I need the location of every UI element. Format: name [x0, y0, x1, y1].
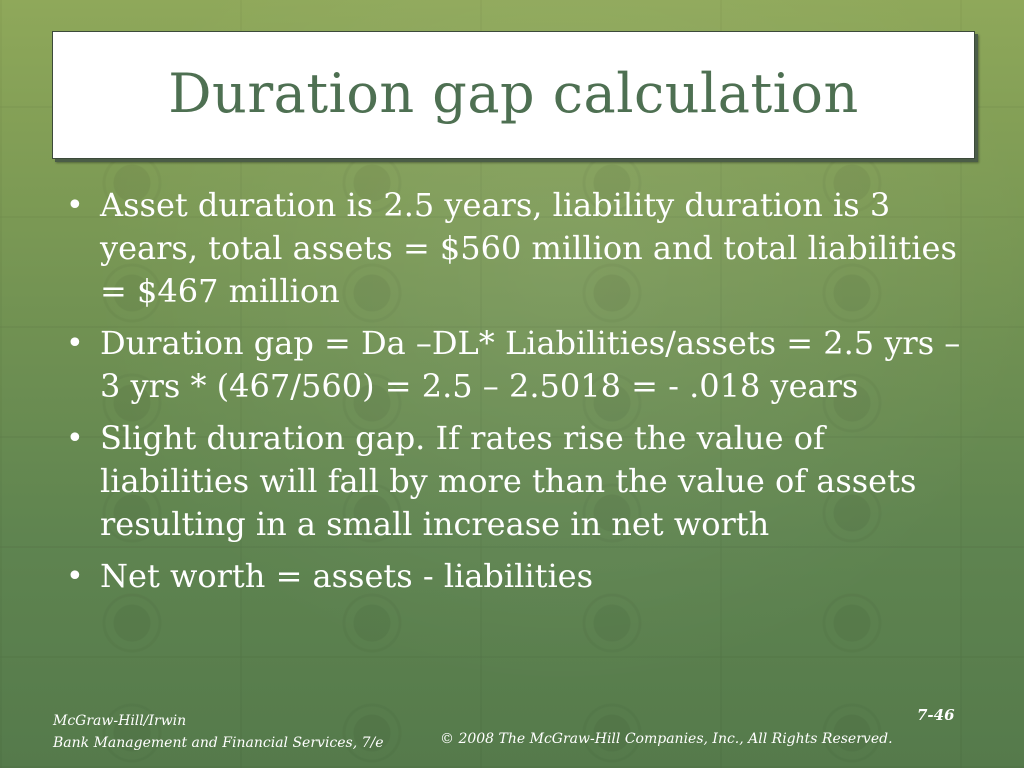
- bullet-item: • Slight duration gap. If rates rise the…: [62, 417, 962, 546]
- footer-copyright: © 2008 The McGraw-Hill Companies, Inc., …: [440, 731, 893, 747]
- slide-number: 7-46: [917, 706, 955, 724]
- bullet-icon: •: [66, 421, 84, 456]
- bullet-text: Asset duration is 2.5 years, liability d…: [100, 186, 957, 310]
- bullet-list: • Asset duration is 2.5 years, liability…: [62, 184, 962, 607]
- bullet-icon: •: [66, 188, 84, 223]
- bullet-text: Slight duration gap. If rates rise the v…: [100, 419, 917, 543]
- footer-publisher: McGraw-Hill/Irwin: [53, 713, 187, 729]
- bullet-icon: •: [66, 559, 84, 594]
- bullet-text: Net worth = assets - liabilities: [100, 557, 594, 595]
- title-box: Duration gap calculation: [52, 31, 975, 159]
- footer-left: McGraw-Hill/Irwin Bank Management and Fi…: [53, 710, 384, 754]
- bullet-icon: •: [66, 326, 84, 361]
- bullet-item: • Asset duration is 2.5 years, liability…: [62, 184, 962, 313]
- slide-title: Duration gap calculation: [168, 61, 859, 125]
- footer-book-title: Bank Management and Financial Services, …: [53, 735, 384, 751]
- bullet-item: • Net worth = assets - liabilities: [62, 555, 962, 598]
- bullet-text: Duration gap = Da –DL* Liabilities/asset…: [100, 324, 961, 405]
- bullet-item: • Duration gap = Da –DL* Liabilities/ass…: [62, 322, 962, 408]
